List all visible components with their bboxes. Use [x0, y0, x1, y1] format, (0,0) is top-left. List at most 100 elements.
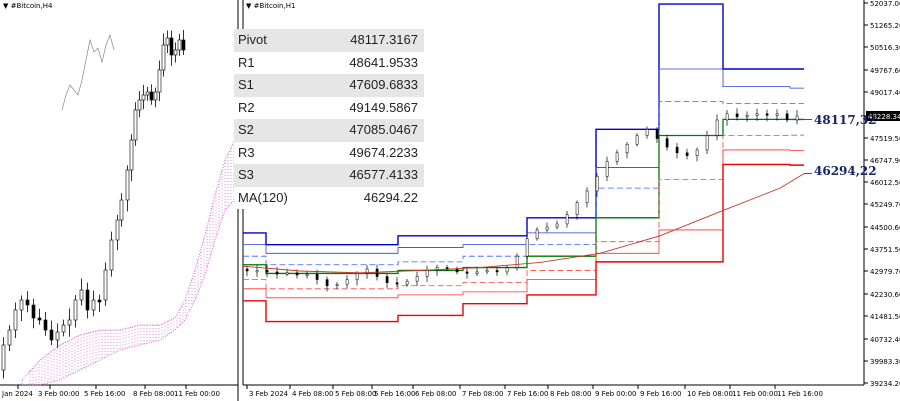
support-s2-line: [243, 149, 804, 299]
left-candle-body: [13, 309, 18, 331]
pivot-value: 48641.9533: [349, 54, 418, 70]
right-y-tick-label: 47519.50: [870, 135, 900, 143]
price-candle-body: [555, 223, 559, 228]
left-candle-body: [177, 39, 182, 51]
price-candle-body: [355, 273, 359, 280]
resistance-r1-line: [243, 101, 804, 266]
right-y-tick-label: 39983.30: [870, 358, 900, 366]
left-candle-body: [79, 289, 84, 301]
right-y-tick-label: 41481.50: [870, 313, 900, 321]
left-candle-body: [19, 299, 24, 311]
pivot-table: Pivot 48117.3167 R1 48641.9533 S1 47609.…: [234, 29, 424, 209]
left-candle-body: [31, 304, 36, 319]
right-y-tick-label: 42230.60: [870, 291, 900, 299]
price-candle-body: [625, 144, 629, 154]
pivot-name: R2: [238, 99, 255, 115]
left-candle-body: [173, 49, 178, 56]
left-candle-body: [115, 219, 120, 241]
right-chart-title: ▼ #Bitcoin,H1: [246, 2, 296, 10]
right-x-tick-label: 7 Feb 16:00: [507, 390, 548, 398]
right-y-tick-label: 39234.20: [870, 380, 900, 388]
left-candle-body: [67, 319, 72, 326]
price-candle-body: [365, 268, 369, 274]
left-candle-body: [109, 239, 114, 271]
price-candle-body: [725, 113, 729, 121]
table-row: Pivot 48117.3167: [234, 29, 424, 52]
right-x-tick-label: 4 Feb 08:00: [292, 390, 333, 398]
table-row: S2 47085.0467: [234, 119, 424, 142]
left-candle-body: [145, 91, 150, 96]
left-candle-body: [25, 299, 30, 306]
price-candle-body: [455, 268, 459, 273]
ma120-line: [242, 173, 805, 274]
resistance-r2-line: [243, 68, 804, 254]
price-candle-body: [645, 129, 649, 136]
right-y-tick-label: 40732.40: [870, 336, 900, 344]
right-x-tick-label: 7 Feb 08:00: [462, 390, 503, 398]
price-candle-body: [595, 176, 599, 192]
left-candle-body: [49, 329, 54, 341]
price-candle-body: [535, 229, 539, 240]
support-s3-line: [243, 163, 804, 323]
left-candle-body: [7, 329, 12, 346]
left-candle-body: [137, 99, 142, 111]
left-x-tick-label: 3 Feb 00:00: [38, 390, 79, 398]
price-candle-body: [695, 149, 699, 156]
pivot-name: S2: [238, 122, 254, 137]
price-candle-body: [375, 268, 379, 277]
price-candle-body: [795, 115, 799, 121]
right-y-tick-label: 49767.60: [870, 67, 900, 75]
price-candle-body: [565, 214, 569, 225]
price-candle-body: [435, 267, 439, 271]
price-candle-body: [545, 226, 549, 231]
table-row: S1 47609.6833: [234, 74, 424, 97]
left-candle-body: [169, 37, 174, 56]
callout-pivot-value: 48117,32: [814, 113, 877, 127]
price-candle-body: [295, 272, 299, 276]
left-candle-body: [55, 331, 60, 341]
price-candle-body: [775, 113, 779, 116]
right-y-tick-label: 43751.50: [870, 246, 900, 254]
table-row: MA(120) 46294.22: [234, 186, 424, 209]
right-x-tick-label: 6 Feb 08:00: [415, 390, 456, 398]
right-x-tick-label: 10 Feb 08:00: [687, 390, 733, 398]
price-candle-body: [405, 280, 409, 285]
right-y-tick-label: 49017.40: [870, 89, 900, 97]
right-x-tick-label: 9 Feb 16:00: [640, 390, 681, 398]
right-x-tick-label: 11 Feb 00:00: [732, 390, 778, 398]
price-candle-body: [635, 135, 639, 145]
pivot-name: Pivot: [238, 32, 267, 47]
callout-ma-value: 46294,22: [814, 164, 877, 178]
right-x-tick-label: 5 Feb 16:00: [374, 390, 415, 398]
price-candle-body: [745, 115, 749, 118]
price-candle-body: [335, 283, 339, 286]
price-candle-body: [765, 113, 769, 116]
price-candle-body: [325, 279, 329, 286]
left-candle-body: [37, 317, 42, 321]
price-tag-label: 48228.34: [868, 113, 900, 121]
price-candle-body: [755, 113, 759, 116]
pivot-value: 46294.22: [363, 189, 418, 205]
price-candle-body: [655, 129, 659, 139]
price-candle-body: [735, 113, 739, 118]
right-y-tick-label: 50516.30: [870, 44, 900, 52]
price-candle-body: [615, 152, 619, 162]
right-y-tick-label: 52037.00: [870, 0, 900, 8]
left-x-tick-label: 11 Feb 00:00: [174, 390, 220, 398]
price-candle-body: [475, 271, 479, 274]
price-candle-body: [275, 271, 279, 275]
left-chart-title: ▼ #Bitcoin,H4: [3, 2, 53, 10]
price-candle-body: [345, 279, 349, 285]
left-candle-body: [97, 299, 102, 303]
price-candle-body: [305, 274, 309, 277]
price-candle-body: [525, 238, 529, 257]
price-candle-body: [385, 276, 389, 283]
left-candle-body: [153, 91, 158, 101]
right-y-tick-label: 46747.90: [870, 157, 900, 165]
pivot-name: R1: [238, 54, 255, 70]
pivot-value: 49149.5867: [349, 99, 418, 115]
left-candle-body: [141, 94, 146, 101]
right-y-tick-label: 42979.70: [870, 268, 900, 276]
pivot-value: 47085.0467: [349, 122, 418, 137]
